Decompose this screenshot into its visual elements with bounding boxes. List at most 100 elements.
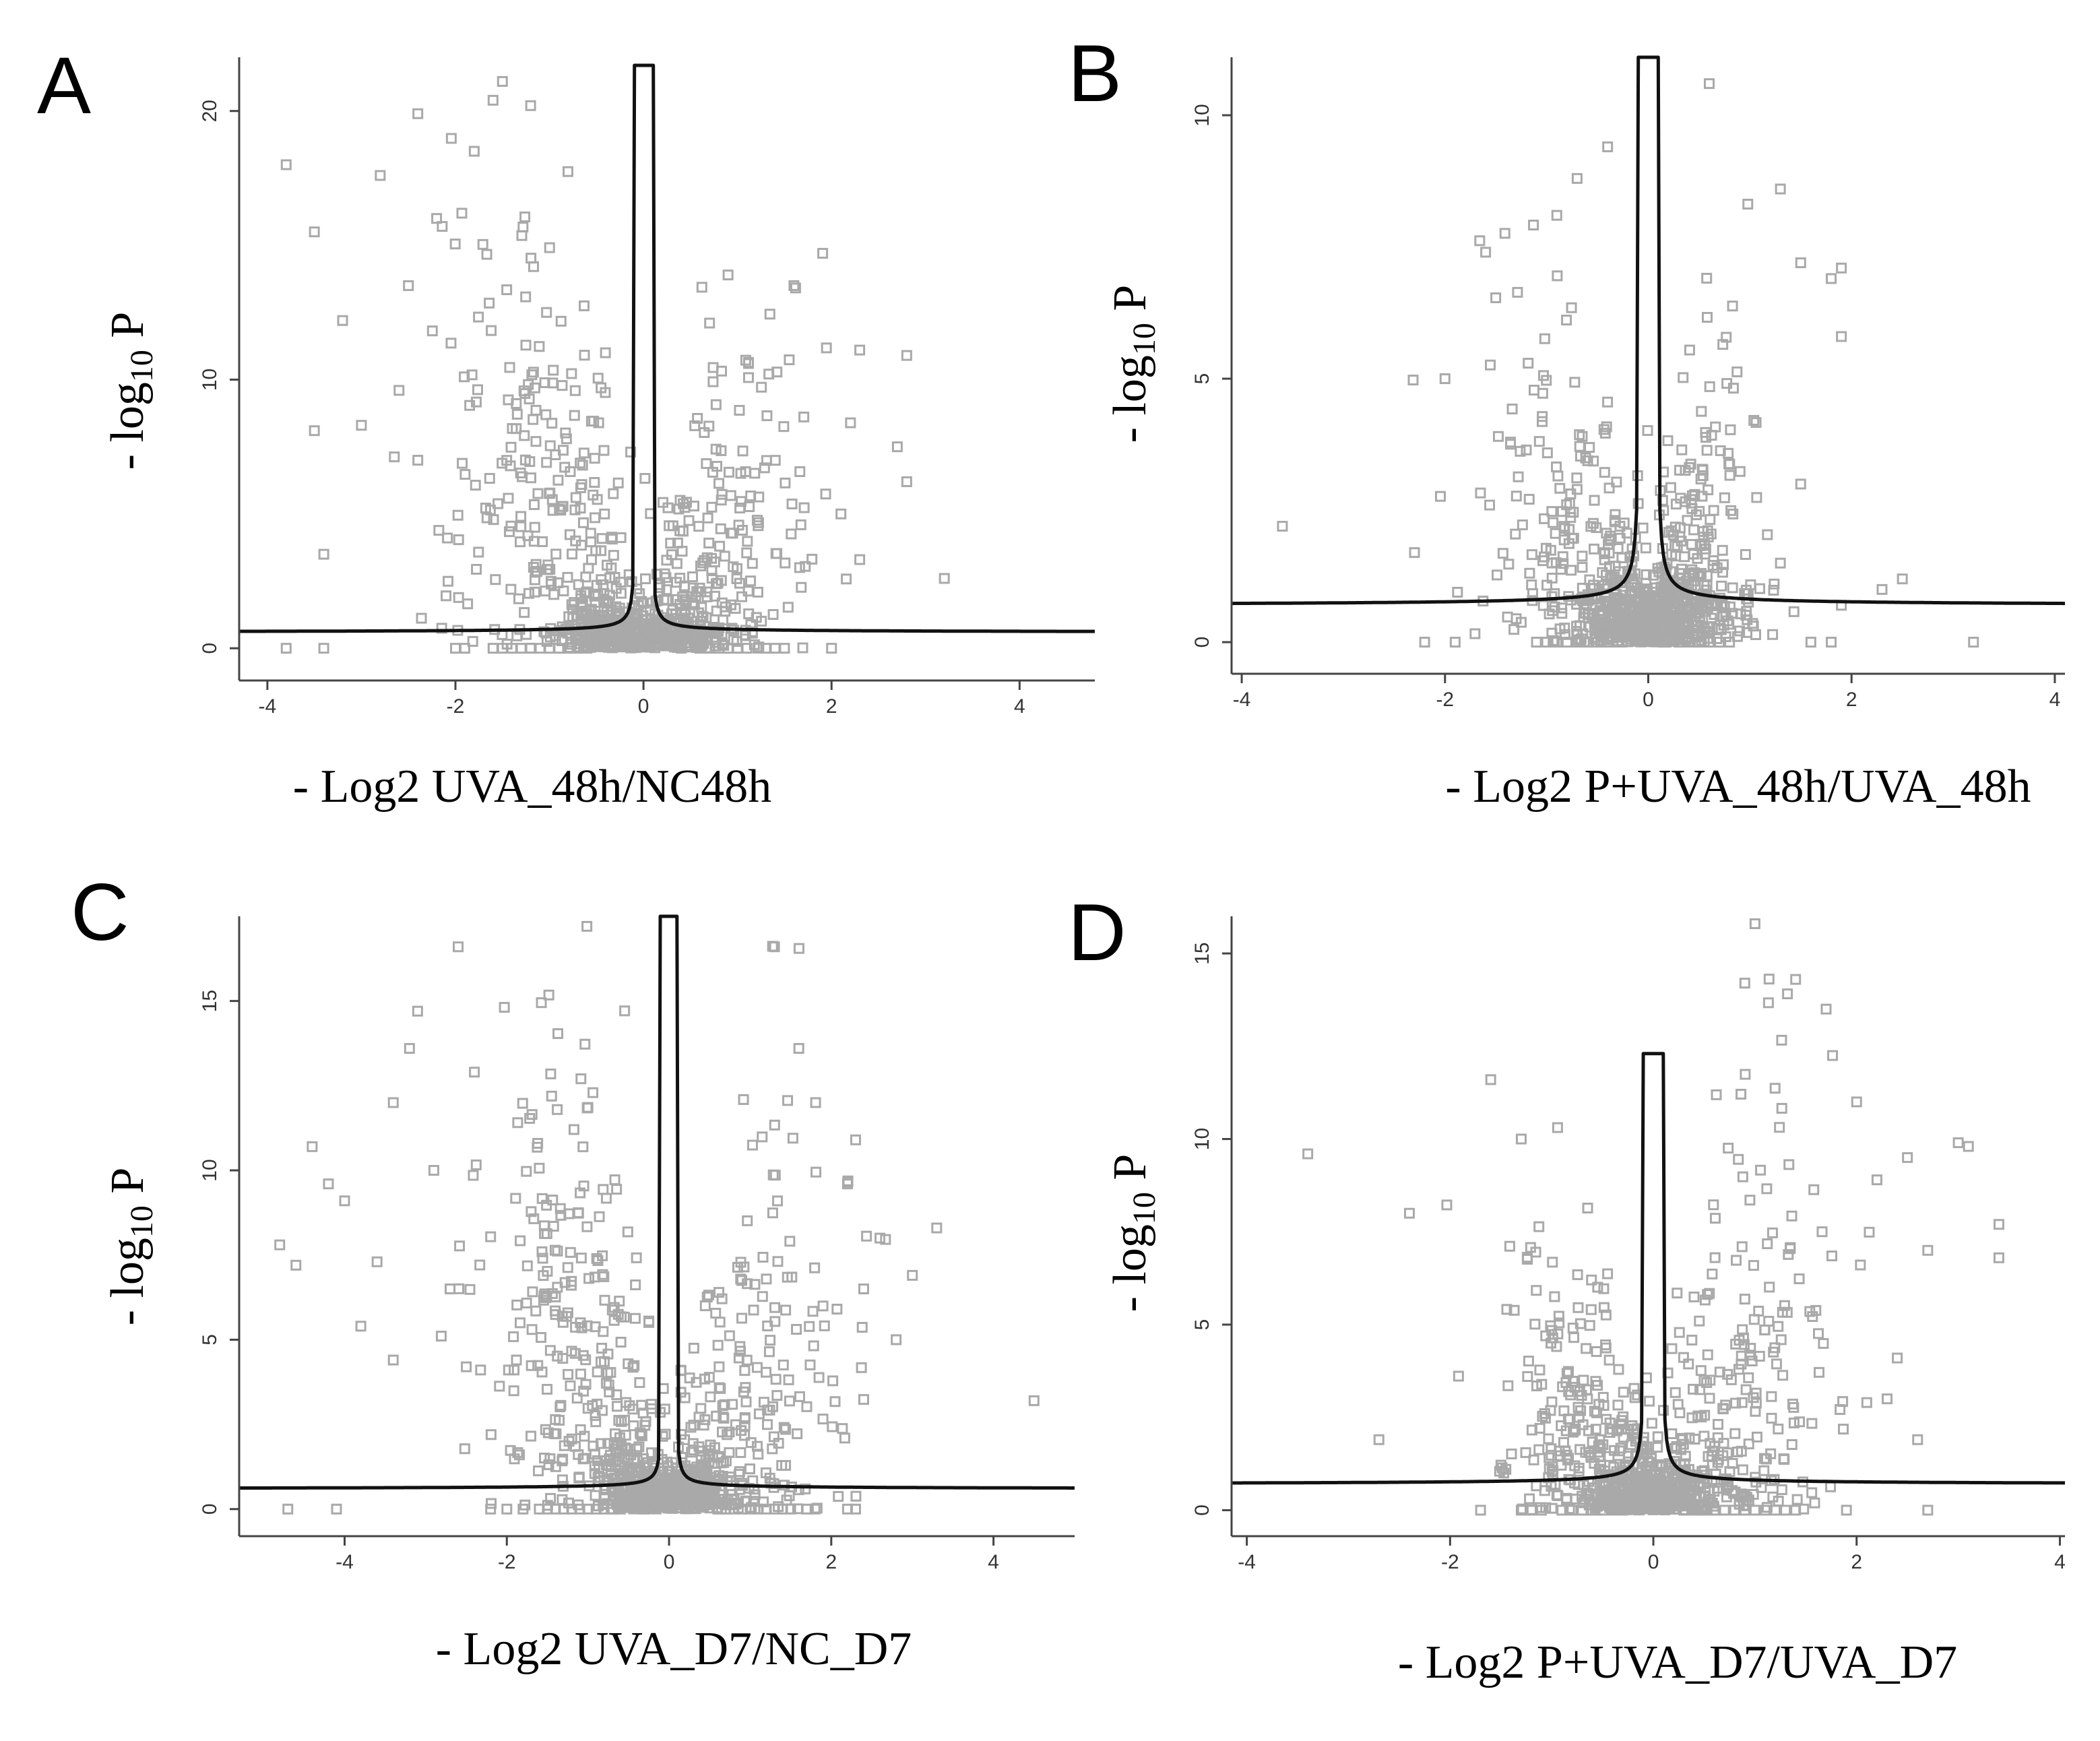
data-point	[1764, 1281, 1775, 1293]
data-point	[1735, 608, 1746, 620]
x-tick-label: 4	[2049, 689, 2061, 711]
data-point	[1601, 421, 1612, 433]
data-point	[658, 497, 669, 508]
data-point	[387, 1097, 399, 1108]
data-point	[1814, 1366, 1825, 1378]
data-point	[736, 1312, 748, 1324]
data-point	[795, 519, 806, 530]
data-point	[416, 612, 427, 624]
data-point	[1595, 616, 1606, 627]
data-point	[772, 1256, 784, 1267]
y-title-sub: 10	[124, 1205, 160, 1238]
data-point	[552, 1028, 564, 1040]
data-point	[1783, 1159, 1795, 1170]
data-point	[517, 471, 528, 482]
data-point	[715, 495, 727, 506]
data-point	[666, 549, 678, 561]
data-point	[1716, 580, 1727, 592]
data-point	[688, 1420, 699, 1431]
data-point	[770, 548, 782, 559]
data-point	[1644, 1395, 1655, 1407]
x-tick-label: -2	[447, 695, 465, 718]
data-point	[724, 1471, 736, 1483]
data-point	[1892, 1352, 1903, 1364]
data-point	[891, 1334, 902, 1346]
data-point	[1543, 1472, 1554, 1484]
data-point	[1780, 1505, 1791, 1516]
data-point	[835, 508, 847, 519]
data-point	[631, 1252, 642, 1263]
data-point	[741, 547, 753, 559]
x-tick-label: -4	[1233, 689, 1251, 711]
data-point	[613, 1493, 625, 1505]
data-point	[1708, 1199, 1719, 1211]
data-point	[536, 997, 547, 1009]
data-point	[608, 488, 619, 499]
data-point	[550, 1309, 561, 1321]
data-point	[1748, 414, 1760, 426]
data-point	[858, 1394, 869, 1405]
data-point	[555, 1399, 567, 1411]
data-point	[1566, 565, 1577, 576]
data-point	[746, 558, 758, 569]
data-point	[307, 1141, 318, 1152]
y-tick-label: 0	[1191, 637, 1213, 648]
data-point	[1715, 445, 1726, 456]
data-point	[1534, 1422, 1546, 1434]
data-point	[1739, 978, 1750, 989]
data-point	[1682, 1475, 1693, 1486]
data-point	[1571, 626, 1583, 637]
data-point	[1441, 1199, 1453, 1211]
data-point	[1727, 508, 1739, 519]
data-point	[1517, 519, 1528, 531]
data-point	[1612, 592, 1624, 604]
data-point	[1686, 1334, 1698, 1346]
data-point	[1759, 1324, 1771, 1335]
data-point	[751, 612, 762, 623]
data-point	[1469, 628, 1481, 639]
data-point	[1589, 543, 1600, 555]
data-point	[557, 1453, 569, 1465]
data-point	[599, 508, 610, 519]
data-point	[566, 1433, 577, 1445]
data-point	[1546, 1502, 1558, 1514]
data-point	[787, 1133, 798, 1144]
data-point	[591, 579, 602, 591]
data-point	[1704, 1393, 1715, 1404]
data-point	[661, 1497, 672, 1509]
data-point	[695, 1403, 707, 1414]
data-point	[676, 1482, 687, 1493]
data-point	[1750, 417, 1762, 429]
data-point	[1515, 1505, 1527, 1516]
panel-a-x-title: - Log2 UVA_48h/NC48h	[293, 761, 771, 813]
data-point	[1634, 1496, 1645, 1507]
data-point	[720, 606, 731, 617]
data-point	[1302, 1148, 1314, 1160]
data-point	[713, 478, 725, 489]
data-point	[1578, 1374, 1589, 1386]
data-point	[1546, 1325, 1558, 1336]
data-point	[684, 641, 695, 653]
data-point	[850, 1503, 861, 1515]
data-point	[690, 1486, 701, 1497]
data-point	[1836, 331, 1847, 342]
data-point	[1547, 1257, 1558, 1268]
data-point	[1686, 494, 1697, 505]
data-point	[1501, 1304, 1513, 1315]
data-point	[1434, 490, 1446, 502]
data-point	[1617, 1505, 1628, 1516]
data-point	[1618, 1432, 1629, 1443]
data-point	[764, 309, 775, 320]
panel-d: D -4 -2 0 2 4 0 5 10 15 - Log2 P+UVA_D7/UVA_D7 -…	[1068, 887, 2066, 1688]
data-point	[1407, 375, 1419, 386]
data-point	[1740, 1069, 1751, 1080]
data-point	[608, 1315, 620, 1326]
data-point	[779, 477, 791, 488]
data-point	[356, 420, 367, 431]
data-point	[512, 1447, 523, 1458]
data-point	[1552, 1122, 1563, 1133]
x-tick-label: 4	[2054, 1551, 2066, 1573]
data-point	[575, 593, 587, 604]
data-point	[1602, 596, 1614, 607]
y-tick-label: 15	[1191, 942, 1213, 964]
